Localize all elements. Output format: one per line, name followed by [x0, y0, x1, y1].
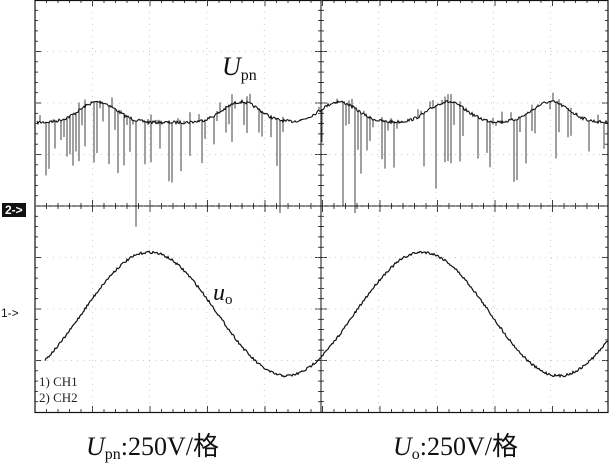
uo-caption-symbol: U — [393, 432, 412, 461]
uo-trace-label: uo — [213, 280, 233, 309]
scope-grid — [34, 0, 609, 414]
channel-legend: 1) CH1 2) CH2 — [39, 374, 78, 406]
uo-caption-subscript: o — [411, 446, 420, 463]
uo-caption-scale: :250V/格 — [419, 432, 519, 461]
uo-trace-line — [44, 250, 609, 379]
channel-2-marker: 2-> — [2, 203, 26, 217]
uo-label-subscript: o — [225, 292, 233, 308]
channel-1-marker: 1-> — [1, 306, 19, 320]
channel-legend-ch2: 2) CH2 — [39, 390, 78, 405]
upn-trace-label: Upn — [222, 52, 257, 85]
upn-trace-line — [36, 98, 609, 126]
upn-caption-scale: :250V/格 — [120, 432, 220, 461]
channel-legend-ch1: 1) CH1 — [39, 374, 78, 389]
upn-caption-subscript: pn — [104, 446, 121, 463]
upn-scale-caption: Upn:250V/格 — [86, 432, 219, 470]
scope-traces — [36, 92, 609, 379]
upn-label-symbol: U — [222, 52, 241, 81]
uo-scale-caption: Uo:250V/格 — [393, 432, 518, 470]
uo-label-symbol: u — [213, 280, 225, 306]
upn-caption-symbol: U — [86, 432, 105, 461]
upn-label-subscript: pn — [240, 67, 257, 84]
